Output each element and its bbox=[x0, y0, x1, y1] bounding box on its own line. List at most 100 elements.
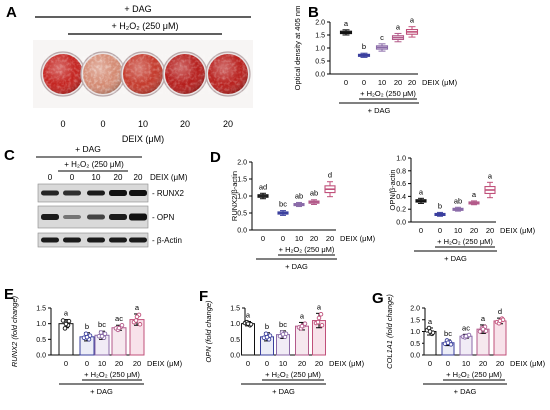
blot-band bbox=[63, 190, 81, 196]
culture-dish bbox=[162, 51, 208, 97]
dag-label: + DAG bbox=[368, 106, 391, 115]
x-tick-label: 0 bbox=[419, 226, 423, 235]
x-tick-label: 20 bbox=[496, 359, 504, 368]
y-tick-label: 0.5 bbox=[36, 337, 46, 344]
dish-sheen bbox=[83, 54, 123, 94]
y-tick-label: 0.5 bbox=[410, 341, 420, 348]
data-mark bbox=[375, 43, 389, 52]
significance-letter: a bbox=[481, 314, 486, 323]
data-mark bbox=[434, 211, 446, 217]
data-mark bbox=[129, 312, 145, 356]
significance-letter: a bbox=[300, 311, 305, 320]
x-tick-label: 20 bbox=[298, 359, 306, 368]
blot-dose-label: 0 bbox=[48, 173, 53, 182]
data-mark bbox=[493, 316, 507, 356]
panel-c-dag-label: + DAG bbox=[75, 144, 101, 154]
x-tick-label: 20 bbox=[315, 359, 323, 368]
significance-letter: d bbox=[498, 307, 502, 316]
x-tick-label: 20 bbox=[408, 78, 416, 87]
culture-dish bbox=[205, 51, 251, 97]
y-tick-label: 1.0 bbox=[237, 194, 247, 201]
blot-band bbox=[41, 190, 59, 196]
significance-letter: a bbox=[419, 187, 424, 196]
significance-letter: ac bbox=[115, 314, 123, 323]
y-tick-label: 0.4 bbox=[396, 194, 406, 201]
data-mark bbox=[79, 331, 95, 356]
dag-label: + DAG bbox=[90, 387, 113, 396]
data-mark bbox=[484, 181, 496, 199]
x-tick-label: 0 bbox=[446, 359, 450, 368]
dish-sheen bbox=[208, 54, 248, 94]
y-tick-label: 0.0 bbox=[315, 72, 325, 79]
data-mark bbox=[308, 199, 320, 205]
charts: B 0.0 0.5 1.0 1.5 2.0 Optical density at 405 n… bbox=[4, 4, 546, 396]
y-tick-label: 1.5 bbox=[230, 306, 240, 313]
x-tick-label: 20 bbox=[486, 226, 494, 235]
y-axis-label: OPN (fold change) bbox=[204, 300, 213, 363]
panel-label: G bbox=[372, 290, 384, 307]
significance-letter: a bbox=[246, 310, 251, 319]
panel-label: B bbox=[308, 4, 319, 21]
x-tick-label: 0 bbox=[362, 78, 366, 87]
blot-band bbox=[129, 190, 147, 196]
h2o2-label: + H₂O₂ (250 μM) bbox=[279, 245, 335, 254]
y-tick-label: 0.0 bbox=[396, 220, 406, 227]
data-point bbox=[245, 321, 251, 326]
significance-letter: bc bbox=[279, 320, 287, 329]
data-point bbox=[316, 315, 322, 321]
chart-panel: B 0.0 0.5 1.0 1.5 2.0 Optical density at 405 n… bbox=[293, 4, 458, 115]
panel-label-c: C bbox=[4, 147, 15, 164]
dag-label: + DAG bbox=[272, 387, 295, 396]
y-tick-label: 1.5 bbox=[36, 306, 46, 313]
x-tick-label: 10 bbox=[98, 359, 106, 368]
x-tick-label: 0 bbox=[428, 359, 432, 368]
blot-strip: - OPN bbox=[37, 205, 174, 229]
significance-letter: bc bbox=[444, 329, 452, 338]
data-mark bbox=[324, 181, 336, 198]
h2o2-label: + H₂O₂ (250 μM) bbox=[437, 237, 493, 246]
blot-dose-label: 20 bbox=[114, 173, 123, 182]
data-mark bbox=[476, 324, 490, 356]
blot-dose-labels: 0 0 10 20 20 bbox=[48, 173, 143, 182]
panel-label-a: A bbox=[6, 4, 17, 21]
blot-band bbox=[87, 190, 105, 196]
y-axis-label: OPN/β-actin bbox=[388, 170, 397, 211]
y-tick-label: 1.0 bbox=[230, 321, 240, 328]
blot-dose-label: 10 bbox=[92, 173, 101, 182]
x-tick-label: 20 bbox=[115, 359, 123, 368]
data-point bbox=[137, 322, 143, 327]
chart-panel: G 0.0 0.5 1.0 1.5 2.0 COL1A1 (fold change) a 0 bc… bbox=[372, 290, 546, 396]
y-tick-label: 0.2 bbox=[396, 207, 406, 214]
x-tick-label: 20 bbox=[326, 234, 334, 243]
y-tick-label: 0.0 bbox=[36, 353, 46, 360]
panel-a-culture-dishes: A + DAG + H₂O₂ (250 μM) 0 0 10 20 20 DEIX (μ… bbox=[6, 4, 253, 144]
significance-letter: ad bbox=[259, 182, 267, 191]
x-axis-label: DEIX (μM) bbox=[422, 78, 458, 87]
data-point bbox=[264, 334, 270, 340]
data-mark bbox=[459, 332, 473, 356]
y-tick-label: 1.5 bbox=[315, 33, 325, 40]
blot-band bbox=[63, 215, 81, 219]
data-mark bbox=[277, 210, 289, 216]
h2o2-label: + H₂O₂ (250 μM) bbox=[360, 89, 416, 98]
data-mark bbox=[468, 200, 480, 206]
panel-label: D bbox=[210, 149, 221, 166]
data-mark bbox=[339, 29, 353, 36]
x-tick-label: 10 bbox=[279, 359, 287, 368]
data-point bbox=[63, 321, 69, 327]
x-tick-label: 20 bbox=[133, 359, 141, 368]
significance-letter: bc bbox=[98, 320, 106, 329]
h2o2-label: + H₂O₂ (250 μM) bbox=[84, 370, 140, 379]
blot-dose-label: 0 bbox=[70, 173, 75, 182]
chart-panel: D 0.0 0.5 1.0 1.5 2.0 RUNX2/β-actin ad 0 bc 0 ab 10 a… bbox=[210, 149, 376, 271]
y-tick-label: 0.0 bbox=[237, 228, 247, 235]
dag-label: + DAG bbox=[444, 254, 467, 263]
y-tick-label: 0.0 bbox=[410, 353, 420, 360]
dish-sheen bbox=[123, 54, 163, 94]
culture-dish bbox=[80, 51, 126, 97]
data-mark bbox=[257, 192, 269, 200]
panel-c-western-blot: C + DAG + H₂O₂ (250 μM) DEIX (μM) 0 0 10 20… bbox=[4, 144, 188, 248]
y-tick-label: 1.0 bbox=[396, 156, 406, 163]
x-tick-label: 20 bbox=[310, 234, 318, 243]
data-point bbox=[66, 318, 72, 324]
